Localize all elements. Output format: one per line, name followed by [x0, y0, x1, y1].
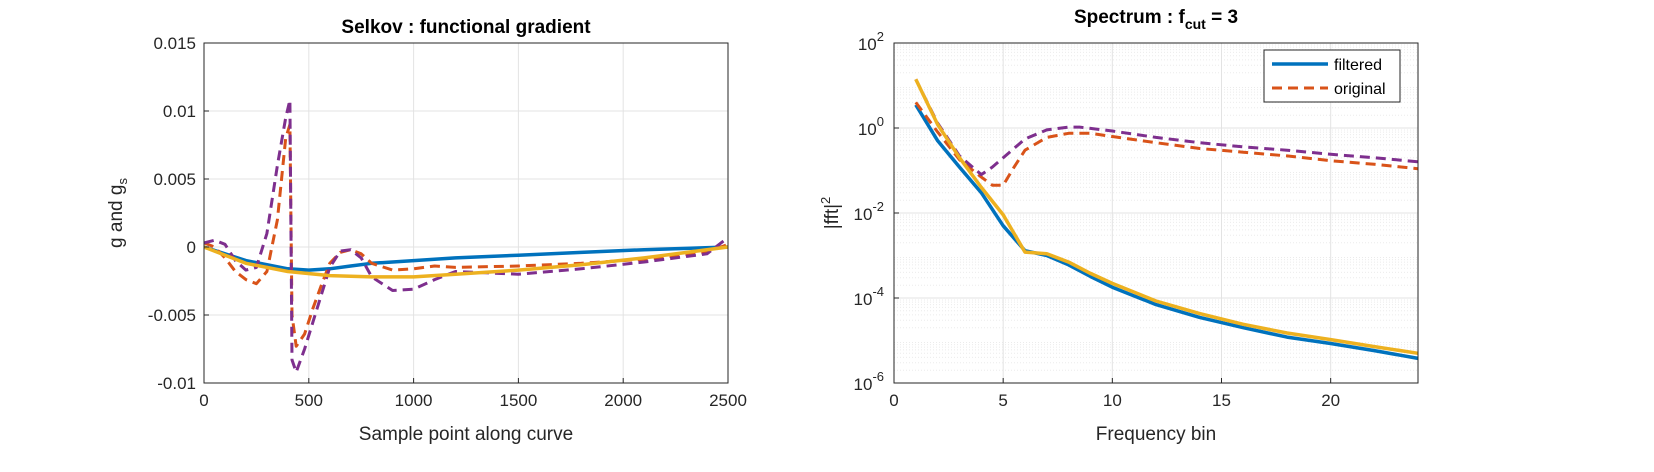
chart2-xlabel: Frequency bin [1096, 424, 1216, 445]
chart1-y-tick-label: -0.005 [148, 306, 196, 325]
chart2-series [914, 78, 1419, 361]
chart1-series-line-3 [203, 245, 729, 279]
chart2-x-tick-label: 15 [1212, 391, 1231, 410]
chart1-x-tick-label: 1500 [499, 391, 537, 410]
chart1-y-tick-label: 0.01 [163, 102, 196, 121]
chart2-y-tick-label: 102 [858, 29, 884, 54]
chart2-y-tick-exponent: -6 [872, 369, 884, 384]
chart2-y-tick-exponent: -4 [872, 284, 884, 299]
chart1-ylabel-main: g and g [106, 185, 127, 248]
chart2-y-tick-base: 10 [854, 375, 873, 394]
chart1-x-tick-label: 0 [199, 391, 208, 410]
chart2-title-subscript: cut [1185, 16, 1206, 32]
chart2-x-tick-label: 20 [1321, 391, 1340, 410]
chart1-x-tick-label: 2500 [709, 391, 747, 410]
chart1-x-tick-label: 500 [295, 391, 323, 410]
chart2-x-tick-label: 0 [889, 391, 898, 410]
chart2-ylabel-main: |fft| [822, 204, 843, 229]
chart1-ticks: 0 500 1000 1500 2000 2500 -0.01 -0.005 0 0.005 0.0… [148, 34, 747, 410]
chart1-series-line-1 [203, 123, 729, 348]
chart2-y-tick-label: 10-2 [854, 199, 884, 224]
chart1-plot-area [204, 43, 728, 383]
chart2-series-line-0 [914, 103, 1419, 361]
chart2-y-tick-exponent: 0 [877, 114, 884, 129]
chart2-title: Spectrum : fcut = 3 [1074, 7, 1238, 32]
chart2-y-tick-label: 10-6 [854, 369, 884, 394]
chart2-y-tick-base: 10 [858, 35, 877, 54]
chart2-y-tick-exponent: -2 [872, 199, 884, 214]
chart1-y-tick-label: 0 [187, 238, 196, 257]
chart2-y-tick-label: 100 [858, 114, 884, 139]
chart1-y-tick-label: -0.01 [157, 374, 196, 393]
chart2-x-tick-label: 5 [998, 391, 1007, 410]
chart2-y-tick-base: 10 [854, 290, 873, 309]
chart1-ylabel-subscript: s [115, 178, 130, 185]
chart2-title-main: Spectrum : f [1074, 7, 1186, 28]
chart2-y-tick-base: 10 [858, 120, 877, 139]
chart2-series-line-2 [914, 78, 1419, 177]
chart2-legend: filtered original [1263, 49, 1401, 103]
chart1-axes-box [203, 42, 729, 384]
chart1-series-line-0 [203, 245, 729, 272]
chart2-y-tick-exponent: 2 [877, 29, 884, 44]
chart1-xlabel: Sample point along curve [359, 424, 573, 445]
chart2-title-suffix: = 3 [1206, 7, 1238, 28]
chart2-ylabel: |fft|2 [818, 197, 843, 230]
chart2-series-line-3 [914, 78, 1419, 356]
legend-label-filtered: filtered [1334, 57, 1382, 74]
chart2-series-line-1 [914, 101, 1419, 187]
chart1-x-tick-label: 1000 [395, 391, 433, 410]
chart1-series [203, 98, 729, 374]
chart2-y-tick-label: 10-4 [854, 284, 884, 309]
chart1-y-tick-label: 0.015 [153, 34, 196, 53]
chart2-x-tick-label: 10 [1103, 391, 1122, 410]
chart-spectrum: Spectrum : fcut = 3 0 5 10 15 2010-610-410-2… [818, 7, 1419, 445]
chart2-ylabel-superscript: 2 [818, 197, 833, 204]
chart1-ylabel: g and gs [106, 178, 130, 248]
chart1-title: Selkov : functional gradient [341, 17, 591, 38]
chart-functional-gradient: Selkov : functional gradient 0 500 1000 150… [106, 17, 747, 445]
chart1-y-tick-label: 0.005 [153, 170, 196, 189]
chart2-y-tick-base: 10 [854, 205, 873, 224]
legend-box [1263, 49, 1401, 103]
chart1-x-tick-label: 2000 [604, 391, 642, 410]
legend-label-original: original [1334, 81, 1386, 98]
chart2-grid [893, 42, 1418, 384]
